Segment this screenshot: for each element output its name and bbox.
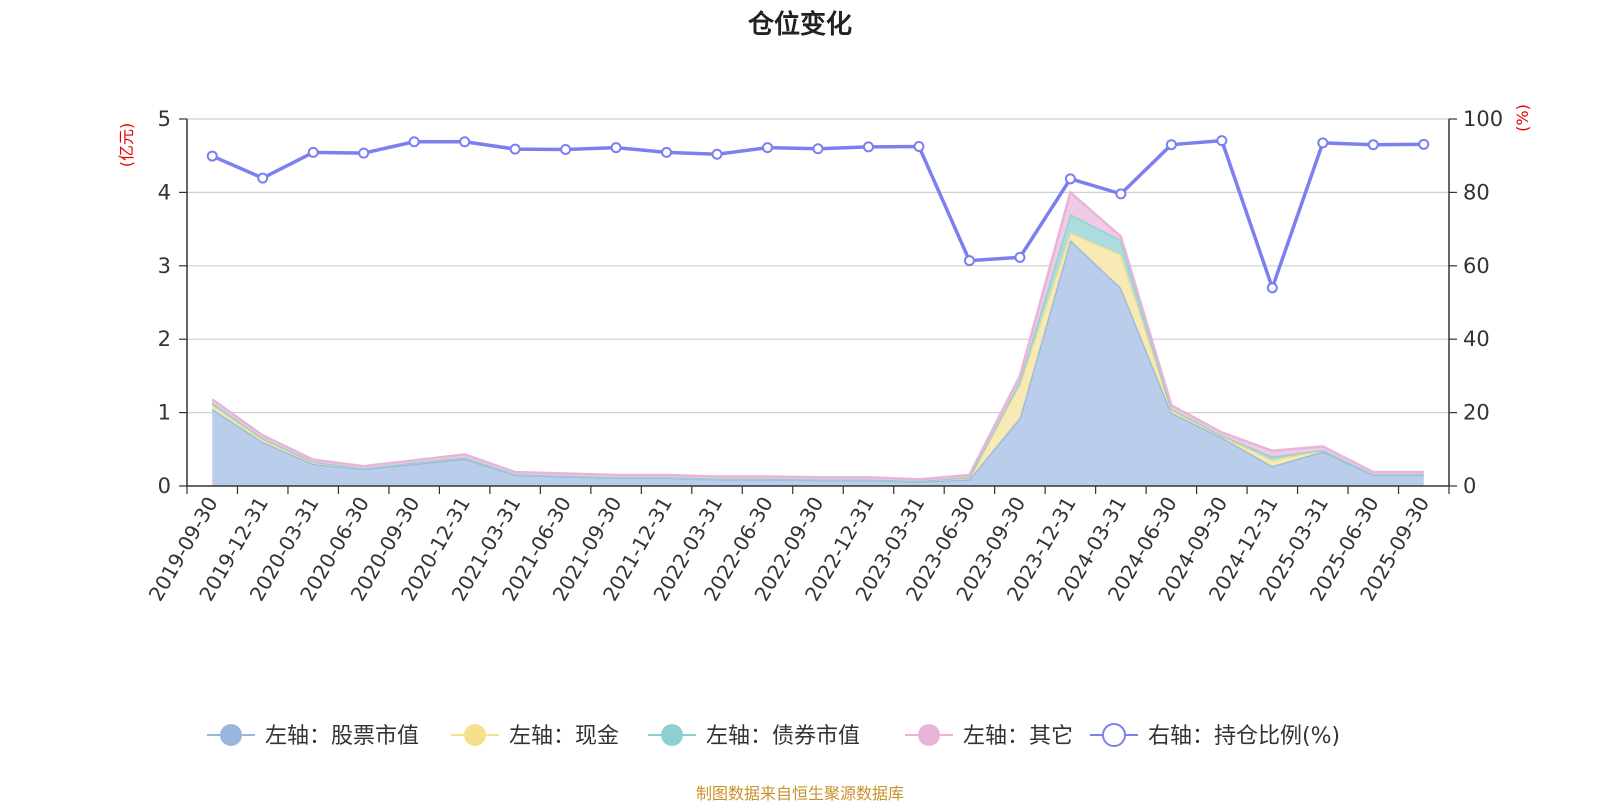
ratio-point [206,150,218,162]
ratio-point [862,141,874,153]
legend-item[interactable]: 左轴：现金 [451,724,619,749]
ratio-point [1367,139,1379,151]
ratio-point [307,146,319,158]
ratio-point [408,136,420,148]
area-series-edge [211,190,1424,481]
area-series [212,240,1424,486]
ratio-point [1317,137,1329,149]
right-axis-tick-label: 20 [1463,401,1490,425]
legend-label: 右轴：持仓比例(%) [1148,724,1340,749]
legend-label: 左轴：其它 [963,724,1073,749]
legend-label: 左轴：现金 [509,724,619,749]
legend-marker [464,724,486,746]
area-series [212,192,1424,481]
left-axis-tick-label: 3 [158,254,171,278]
right-axis-tick-label: 80 [1463,180,1490,204]
ratio-point [1418,138,1430,150]
axes: 0123450204060801002019-09-302019-12-3120… [144,107,1503,605]
ratio-line [206,135,1430,294]
ratio-point [1266,282,1278,294]
ratio-point [1014,251,1026,263]
ratio-point [509,143,521,155]
right-axis-tick-label: 60 [1463,254,1490,278]
left-axis-tick-label: 1 [158,401,171,425]
chart-title: 仓位变化 [747,10,852,40]
ratio-point [1115,188,1127,200]
left-axis-tick-label: 4 [158,180,171,204]
legend-item[interactable]: 右轴：持仓比例(%) [1090,723,1340,749]
legend-marker [1102,723,1126,747]
ratio-point [913,141,925,153]
legend[interactable]: 左轴：股票市值 左轴：现金 左轴：债券市值 左轴：其它 右轴：持仓比例(%) [207,723,1340,749]
legend-label: 左轴：债券市值 [706,724,860,749]
left-axis-tick-label: 2 [158,327,171,351]
ratio-point [1216,135,1228,147]
grid-lines [187,118,1449,414]
stacked-areas [211,190,1424,486]
ratio-point [812,143,824,155]
legend-marker [661,724,683,746]
legend-item[interactable]: 左轴：股票市值 [207,724,419,749]
ratio-point [1064,173,1076,185]
ratio-point [610,142,622,154]
ratio-point [711,148,723,160]
right-axis-tick-label: 40 [1463,327,1490,351]
ratio-point [459,136,471,148]
data-source-note: 制图数据来自恒生聚源数据库 [695,784,904,803]
left-axis-unit: (亿元) [117,123,136,168]
ratio-point [661,146,673,158]
legend-label: 左轴：股票市值 [265,724,419,749]
right-axis-tick-label: 0 [1463,474,1476,498]
left-axis-tick-label: 5 [158,107,171,131]
ratio-point [358,147,370,159]
legend-marker [918,724,940,746]
ratio-point [257,172,269,184]
right-axis-tick-label: 100 [1463,107,1503,131]
ratio-point [1165,139,1177,151]
ratio-point [762,142,774,154]
legend-item[interactable]: 左轴：其它 [905,724,1073,749]
right-axis-unit: (%) [1513,104,1532,132]
legend-marker [220,724,242,746]
ratio-point [560,143,572,155]
ratio-point [963,255,975,267]
legend-item[interactable]: 左轴：债券市值 [648,724,860,749]
area-series [212,232,1424,482]
left-axis-tick-label: 0 [158,474,171,498]
